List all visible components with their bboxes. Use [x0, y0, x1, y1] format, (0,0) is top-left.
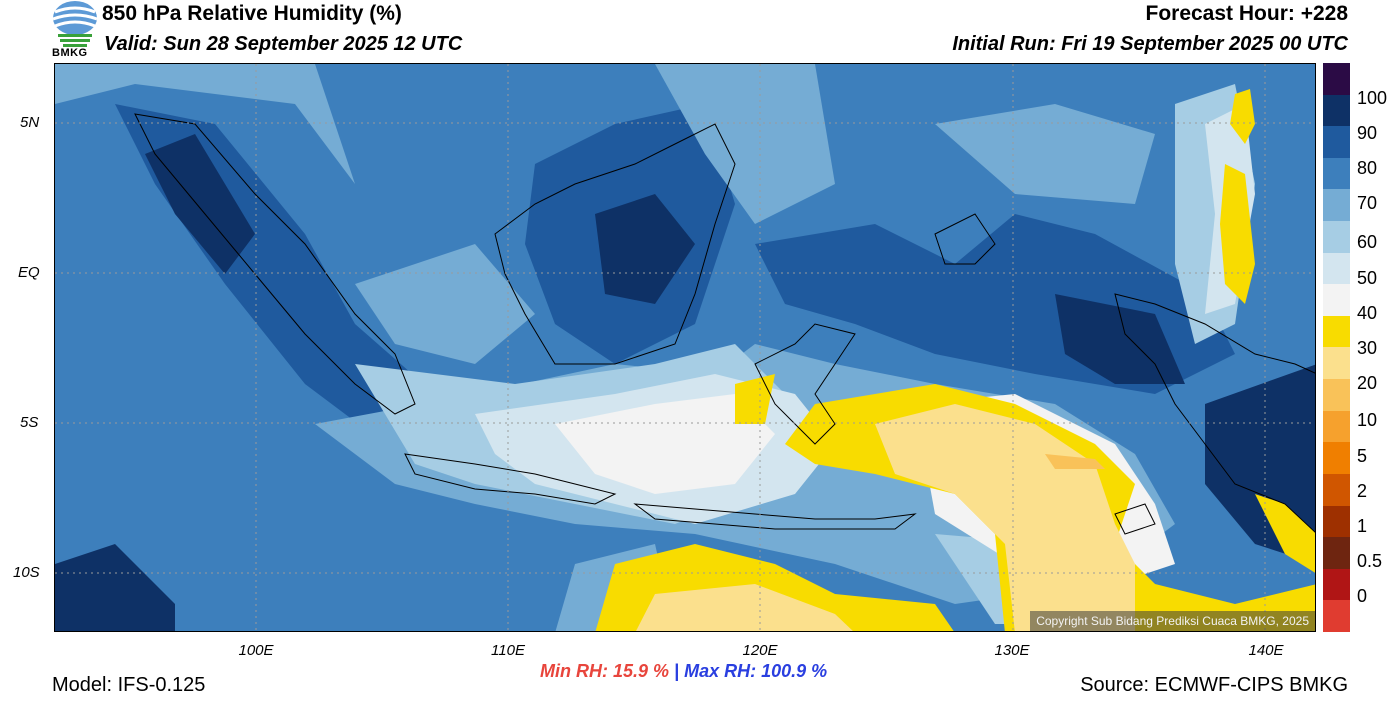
bmkg-logo [50, 0, 100, 60]
colorbar-segment [1323, 157, 1350, 190]
colorbar-segment [1323, 568, 1350, 601]
source-label: Source: ECMWF-CIPS BMKG [1080, 674, 1348, 696]
colorbar-label: 90 [1357, 123, 1378, 143]
colorbar-segment [1323, 505, 1350, 538]
colorbar-label: 0.5 [1357, 551, 1383, 571]
chart-title: 850 hPa Relative Humidity (%) [102, 2, 402, 25]
x-tick-140e: 140E [1248, 642, 1284, 659]
colorbar-label: 2 [1357, 481, 1368, 501]
colorbar-label: 40 [1357, 303, 1378, 323]
colorbar-segment [1323, 410, 1350, 443]
colorbar-label: 60 [1357, 232, 1378, 252]
colorbar-segment [1323, 189, 1350, 222]
logo-text: BMKG [52, 47, 88, 59]
y-tick-5s: 5S [20, 414, 39, 431]
colorbar-label: 50 [1357, 268, 1378, 288]
humidity-map: Copyright Sub Bidang Prediksi Cuaca BMKG… [54, 63, 1316, 632]
colorbar-label: 10 [1357, 410, 1378, 430]
colorbar-segment [1323, 473, 1350, 506]
y-tick-eq: EQ [18, 264, 40, 281]
colorbar-segment [1323, 600, 1350, 632]
copyright-notice: Copyright Sub Bidang Prediksi Cuaca BMKG… [1030, 611, 1315, 631]
colorbar-label: 1 [1357, 516, 1368, 536]
colorbar-segment [1323, 252, 1350, 285]
colorbar-label: 70 [1357, 193, 1378, 213]
stats-separator: | [674, 661, 680, 681]
initial-run: Initial Run: Fri 19 September 2025 00 UT… [952, 33, 1348, 55]
min-rh: Min RH: 15.9 % [540, 661, 670, 681]
colorbar-label: 30 [1357, 338, 1378, 358]
forecast-hour: Forecast Hour: +228 [1145, 2, 1349, 25]
colorbar-label: 0 [1357, 586, 1368, 606]
max-rh: Max RH: 100.9 % [684, 661, 828, 681]
colorbar-label: 5 [1357, 446, 1368, 466]
colorbar-segment [1323, 347, 1350, 380]
colorbar-label: 100 [1357, 88, 1388, 108]
colorbar-segment [1323, 315, 1350, 348]
rh-stats: Min RH: 15.9 % | Max RH: 100.9 % [540, 661, 827, 682]
x-tick-100e: 100E [238, 642, 274, 659]
y-tick-5n: 5N [20, 114, 40, 131]
colorbar-segment [1323, 537, 1350, 569]
colorbar-segment [1323, 442, 1350, 474]
x-tick-130e: 130E [994, 642, 1030, 659]
colorbar-label: 80 [1357, 158, 1378, 178]
colorbar-segment [1323, 221, 1350, 253]
model-label: Model: IFS-0.125 [52, 674, 206, 696]
colorbar-segment [1323, 379, 1350, 411]
colorbar-label: 20 [1357, 373, 1378, 393]
x-tick-120e: 120E [742, 642, 778, 659]
colorbar-segment [1323, 94, 1350, 127]
colorbar-segment [1323, 63, 1350, 95]
x-tick-110e: 110E [491, 642, 525, 659]
y-tick-10s: 10S [13, 564, 40, 581]
colorbar-segment [1323, 126, 1350, 158]
colorbar [1323, 63, 1350, 632]
colorbar-segment [1323, 284, 1350, 316]
valid-time: Valid: Sun 28 September 2025 12 UTC [104, 33, 463, 55]
